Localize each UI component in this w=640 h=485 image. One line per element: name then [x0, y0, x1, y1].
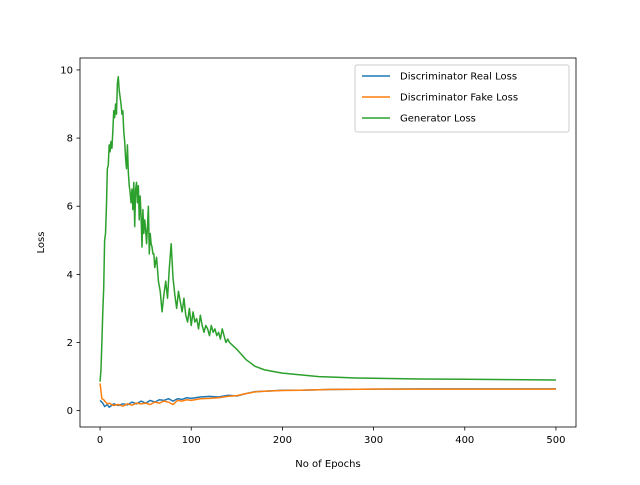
legend: Discriminator Real Loss Discriminator Fa… — [354, 64, 570, 133]
x-tick-label: 400 — [455, 435, 474, 446]
legend-label-generator: Generator Loss — [400, 114, 476, 125]
y-tick-label: 2 — [67, 338, 73, 349]
legend-label-discriminator-fake: Discriminator Fake Loss — [400, 93, 518, 104]
series-line-discriminator-real-loss — [99, 388, 556, 408]
x-axis-ticks: 0 100 200 300 400 500 — [97, 427, 565, 446]
x-tick-label: 0 — [97, 435, 103, 446]
y-tick-label: 0 — [67, 406, 73, 417]
x-tick-label: 300 — [364, 435, 383, 446]
y-tick-label: 6 — [67, 202, 73, 213]
series-line-generator-loss — [99, 75, 556, 382]
series-line-discriminator-fake-loss — [99, 383, 556, 407]
y-tick-label: 4 — [67, 270, 73, 281]
y-axis-label: Loss — [36, 232, 47, 254]
series-layer — [99, 75, 556, 408]
y-tick-label: 10 — [60, 65, 73, 76]
x-tick-label: 100 — [182, 435, 201, 446]
x-axis-label: No of Epochs — [295, 459, 360, 470]
y-tick-label: 8 — [67, 134, 73, 145]
x-tick-label: 200 — [273, 435, 292, 446]
x-tick-label: 500 — [546, 435, 565, 446]
legend-box — [354, 64, 570, 133]
y-axis-ticks: 0 2 4 6 8 10 — [60, 65, 80, 417]
plot-frame — [79, 57, 577, 428]
legend-label-discriminator-real: Discriminator Real Loss — [400, 72, 517, 83]
